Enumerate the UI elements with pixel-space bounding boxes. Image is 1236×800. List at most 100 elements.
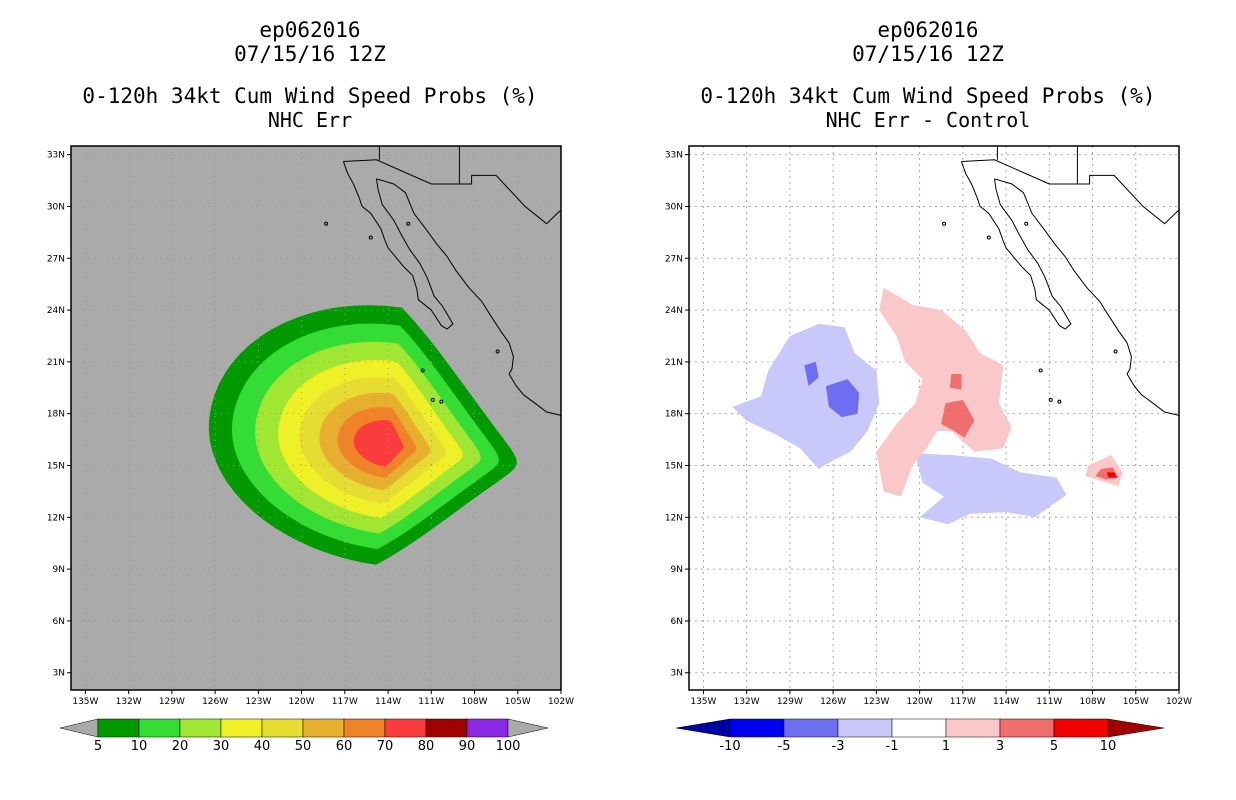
panel1-island-2 [1024, 221, 1029, 226]
panel1-lon-label-135W: 135W [690, 697, 716, 707]
panel1-colorbar-box-6 [1053, 718, 1109, 738]
panel0-lon-label-108W: 108W [461, 697, 487, 707]
panel0-frame [70, 145, 562, 691]
panel1-island-3 [1038, 368, 1043, 373]
right-title-date: 07/15/16 12Z [852, 42, 1004, 66]
panel0-coastline [324, 146, 562, 416]
panel1-lon-label-120W: 120W [907, 697, 933, 707]
right-title: ep062016 07/15/16 12Z 0-120h 34kt Cum Wi… [648, 18, 1208, 132]
panel0-colorbar-box-3 [220, 718, 263, 738]
panel1-colorbar-label-5: 5 [1050, 739, 1058, 754]
panel0-baja-east-coast [376, 178, 454, 330]
panel1-colorbar-box-1 [783, 718, 839, 738]
panel0-lat-label-12N: 12N [47, 513, 65, 523]
panel1-lat-label-9N: 9N [671, 565, 683, 575]
panel0-lat-label-21N: 21N [47, 358, 65, 368]
panel1-us-mexico-border [961, 159, 1180, 225]
left-title-storm: ep062016 [259, 18, 361, 42]
panel0-lat-label-24N: 24N [47, 306, 65, 316]
left-title: ep062016 07/15/16 12Z 0-120h 34kt Cum Wi… [30, 18, 590, 132]
panel1-colorbar-box-2 [837, 718, 893, 738]
panel0-colorbar-label-10: 10 [131, 739, 148, 754]
panel0-lon-label-114W: 114W [375, 697, 401, 707]
panel1-coastline [942, 146, 1180, 416]
panel1-island-5 [1057, 399, 1062, 404]
panel1-colorbar-label--5: -5 [778, 739, 791, 754]
panel0-island-6 [495, 349, 500, 354]
panel0-colorbar-box-6 [343, 718, 386, 738]
panel1-lat-label-24N: 24N [665, 306, 683, 316]
panel0-lat-label-15N: 15N [47, 461, 65, 471]
panel0-lon-label-117W: 117W [332, 697, 358, 707]
panel0-colorbar-over [507, 718, 549, 738]
panel0-lat-label-3N: 3N [53, 669, 65, 679]
right-title-run: NHC Err - Control [825, 108, 1031, 132]
panel1-lon-label-126W: 126W [820, 697, 846, 707]
panel0-baja-west-coast [342, 161, 448, 330]
panel0-lon-label-129W: 129W [159, 697, 185, 707]
panel1-lon-label-108W: 108W [1079, 697, 1105, 707]
panel1-lon-label-114W: 114W [993, 697, 1019, 707]
panel0-colorbar-box-8 [425, 718, 468, 738]
panel0-lon-label-135W: 135W [72, 697, 98, 707]
panel0-colorbar-label-40: 40 [254, 739, 271, 754]
panel0-lat-label-33N: 33N [47, 151, 65, 161]
panel1-lon-label-105W: 105W [1123, 697, 1149, 707]
panel0-colorbar-box-2 [179, 718, 222, 738]
panel1-island-1 [986, 235, 991, 240]
panel1-colorbar-label--1: -1 [886, 739, 899, 754]
panel1-negative-core-1 [804, 361, 819, 387]
panel0-lon-label-126W: 126W [202, 697, 228, 707]
panel1-lat-label-33N: 33N [665, 151, 683, 161]
panel1-island-0 [942, 221, 947, 226]
panel1-baja-east-coast [994, 178, 1072, 330]
panel0-colorbar-under [59, 718, 99, 738]
panel0-island-3 [420, 368, 425, 373]
panel1-baja-west-coast [960, 161, 1066, 330]
panel0-colorbar-box-4 [261, 718, 304, 738]
panel1-lat-label-18N: 18N [665, 410, 683, 420]
panel0-lat-label-6N: 6N [53, 617, 65, 627]
left-title-run: NHC Err [267, 108, 353, 132]
left-title-date: 07/15/16 12Z [234, 42, 386, 66]
panel1-lat-label-21N: 21N [665, 358, 683, 368]
panel1-positive-core-1 [949, 374, 962, 390]
panel1-positive-max-east [1106, 472, 1117, 478]
panel1-colorbar-under [675, 718, 731, 738]
panel1-lat-label-15N: 15N [665, 461, 683, 471]
panel1-lon-label-132W: 132W [734, 697, 760, 707]
panel0-lat-label-27N: 27N [47, 254, 65, 264]
panel0-colorbar-label-50: 50 [295, 739, 312, 754]
panel1-colorbar-label--3: -3 [832, 739, 845, 754]
panel1-positive-patch-center [876, 287, 1012, 497]
panel1-colorbar-label-10: 10 [1100, 739, 1117, 754]
panel1-lat-label-3N: 3N [671, 669, 683, 679]
panel1-lon-label-129W: 129W [777, 697, 803, 707]
panel1-lat-label-30N: 30N [665, 202, 683, 212]
panel1-lon-label-117W: 117W [950, 697, 976, 707]
panel1-lat-label-6N: 6N [671, 617, 683, 627]
panel1-lat-label-27N: 27N [665, 254, 683, 264]
panel0-colorbar-box-0 [97, 718, 140, 738]
panel0-contour-70 [353, 420, 404, 467]
panel1-positive-core-2 [941, 399, 975, 438]
panel0-lon-label-132W: 132W [116, 697, 142, 707]
panel1-island-6 [1113, 349, 1118, 354]
panel1-field [732, 287, 1123, 525]
panel0-lon-label-123W: 123W [245, 697, 271, 707]
panel1-lat-label-12N: 12N [665, 513, 683, 523]
panel0-lon-label-102W: 102W [548, 697, 574, 707]
panel0-lat-label-30N: 30N [47, 202, 65, 212]
panel0-colorbar-box-5 [302, 718, 345, 738]
panel1-colorbar-box-0 [729, 718, 785, 738]
panel1-colorbar-box-4 [945, 718, 1001, 738]
left-title-product: 0-120h 34kt Cum Wind Speed Probs (%) [82, 84, 538, 108]
panel0-island-2 [406, 221, 411, 226]
panel1-colorbar-box-5 [999, 718, 1055, 738]
panel0-colorbar-label-5: 5 [94, 739, 102, 754]
panel0-field [71, 146, 561, 690]
panel0-colorbar-label-30: 30 [213, 739, 230, 754]
panel1-lon-label-111W: 111W [1036, 697, 1062, 707]
panel0-colorbar-box-1 [138, 718, 181, 738]
panel0-colorbar-box-9 [466, 718, 509, 738]
